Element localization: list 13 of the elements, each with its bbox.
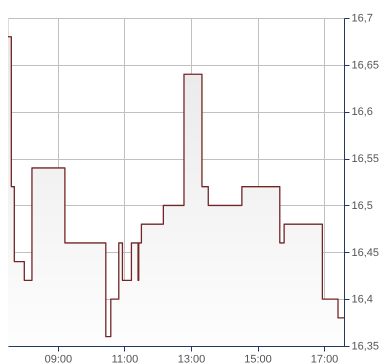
x-tick-label: 13:00 [178,354,206,364]
x-tick-label: 17:00 [310,354,338,364]
y-tick-label: 16,35 [352,340,380,352]
y-tick-label: 16,55 [352,153,380,166]
y-tick-label: 16,45 [352,246,380,259]
x-tick-label: 15:00 [244,354,272,364]
y-tick-label: 16,7 [352,12,373,24]
x-tick-label: 11:00 [112,354,138,364]
y-tick-label: 16,65 [352,59,380,72]
x-tick-label: 09:00 [44,354,72,364]
y-tick-label: 16,6 [352,106,373,118]
y-tick-label: 16,4 [352,294,373,306]
y-tick-label: 16,5 [352,200,373,212]
